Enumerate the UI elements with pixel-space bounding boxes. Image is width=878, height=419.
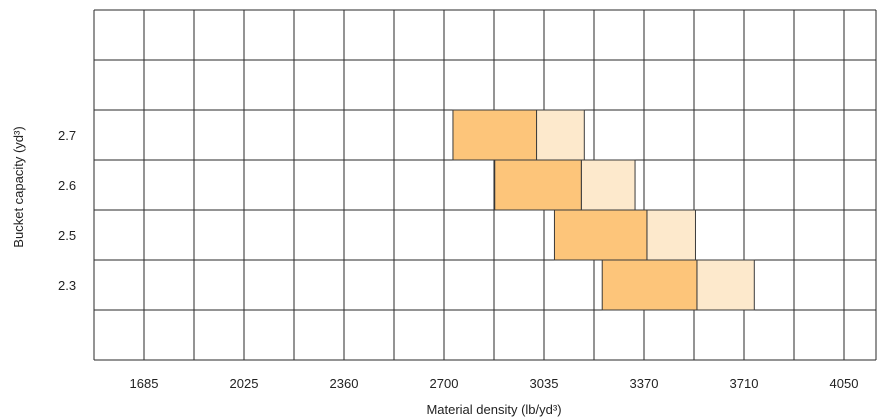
y-tick-labels: 2.7 2.6 2.5 2.3 xyxy=(58,128,76,293)
range-bar-secondary xyxy=(580,159,636,211)
x-axis-title: Material density (lb/yd³) xyxy=(426,402,561,417)
range-bar-primary xyxy=(553,209,648,261)
y-tick-label: 2.6 xyxy=(58,178,76,193)
x-tick-label: 3370 xyxy=(630,376,659,391)
x-tick-labels: 1685 2025 2360 2700 3035 3370 3710 4050 xyxy=(130,376,859,391)
x-tick-label: 2025 xyxy=(230,376,259,391)
x-tick-label: 2360 xyxy=(330,376,359,391)
x-tick-label: 3035 xyxy=(530,376,559,391)
range-bar-primary xyxy=(601,259,698,311)
x-tick-label: 1685 xyxy=(130,376,159,391)
range-bar-secondary xyxy=(646,209,696,261)
x-tick-label: 2700 xyxy=(430,376,459,391)
range-bar-secondary xyxy=(536,109,585,161)
range-bars xyxy=(452,109,755,311)
y-tick-label: 2.3 xyxy=(58,278,76,293)
y-tick-label: 2.7 xyxy=(58,128,76,143)
range-bar-primary xyxy=(452,109,538,161)
x-tick-label: 3710 xyxy=(730,376,759,391)
y-axis-title: Bucket capacity (yd³) xyxy=(11,126,26,247)
y-tick-label: 2.5 xyxy=(58,228,76,243)
x-tick-label: 4050 xyxy=(830,376,859,391)
range-bar-secondary xyxy=(696,259,755,311)
range-bar-primary xyxy=(494,159,582,211)
grid xyxy=(93,9,877,361)
